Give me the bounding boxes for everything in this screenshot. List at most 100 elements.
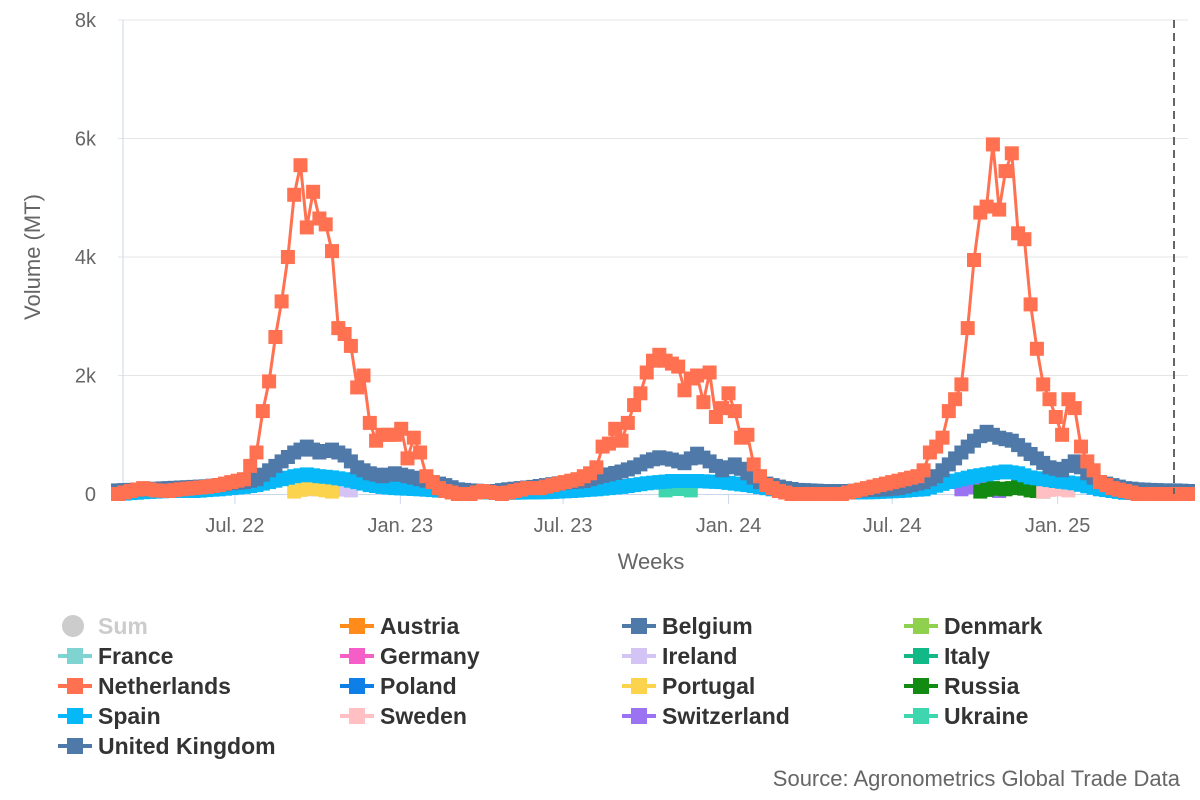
legend-item-ukraine[interactable]: Ukraine: [904, 701, 1028, 731]
data-point-netherlands: [948, 392, 963, 407]
data-point-netherlands: [1067, 401, 1082, 416]
legend-label: Poland: [380, 672, 457, 699]
legend-marker: [67, 678, 83, 694]
legend-item-switzerland[interactable]: Switzerland: [622, 701, 790, 731]
data-point-netherlands: [400, 451, 415, 466]
data-point-netherlands: [627, 398, 642, 413]
data-point-netherlands: [1017, 232, 1032, 247]
y-tick-label: 6k: [75, 129, 97, 151]
legend-marker: [62, 615, 84, 637]
data-point-netherlands: [1055, 427, 1070, 442]
legend-item-sum[interactable]: Sum: [58, 611, 148, 641]
legend-symbol-ukraine: [904, 702, 938, 730]
legend-symbol-portugal: [622, 672, 656, 700]
legend-symbol-denmark: [904, 612, 938, 640]
x-tick-label: Jan. 24: [696, 515, 762, 537]
data-point-netherlands: [1029, 341, 1044, 356]
legend-marker: [913, 708, 929, 724]
legend-marker: [67, 648, 83, 664]
data-point-netherlands: [287, 187, 302, 202]
x-tick-label: Jul. 23: [534, 515, 593, 537]
legend-symbol-belgium: [622, 612, 656, 640]
data-point-netherlands: [249, 445, 264, 460]
legend-item-belgium[interactable]: Belgium: [622, 611, 753, 641]
legend-label: Netherlands: [98, 672, 231, 699]
legend-item-spain[interactable]: Spain: [58, 701, 161, 731]
source-note: Source: Agronometrics Global Trade Data: [772, 766, 1180, 791]
plot-area: [111, 137, 1195, 501]
legend-item-russia[interactable]: Russia: [904, 671, 1019, 701]
data-point-netherlands: [413, 445, 428, 460]
legend-label: Ukraine: [944, 702, 1029, 729]
data-point-netherlands: [935, 430, 950, 445]
legend-marker: [631, 618, 647, 634]
data-point-netherlands: [941, 404, 956, 419]
data-point-netherlands: [1048, 410, 1063, 424]
legend-symbol-russia: [904, 672, 938, 700]
legend-label: Russia: [944, 672, 1020, 699]
legend-item-netherlands[interactable]: Netherlands: [58, 671, 231, 701]
data-point-netherlands: [1181, 487, 1195, 501]
legend-label: Ireland: [662, 642, 738, 669]
x-tick-label: Jul. 24: [863, 515, 922, 537]
data-point-netherlands: [740, 427, 755, 442]
legend-marker: [913, 678, 929, 694]
x-axis-title: Weeks: [618, 549, 685, 574]
data-point-netherlands: [589, 460, 604, 475]
legend-symbol-sweden: [340, 702, 374, 730]
legend-marker: [631, 708, 647, 724]
legend-item-united-kingdom[interactable]: United Kingdom: [58, 731, 276, 761]
data-point-netherlands: [306, 184, 321, 199]
legend-item-poland[interactable]: Poland: [340, 671, 457, 701]
legend-symbol-sum: [58, 612, 92, 640]
legend-marker: [349, 708, 365, 724]
data-point-netherlands: [394, 421, 409, 436]
legend-item-denmark[interactable]: Denmark: [904, 611, 1042, 641]
legend-label: France: [98, 642, 174, 669]
data-point-netherlands: [343, 338, 358, 353]
legend-symbol-austria: [340, 612, 374, 640]
legend-marker: [349, 648, 365, 664]
legend-label: Sum: [98, 612, 148, 639]
data-point-netherlands: [992, 202, 1007, 217]
data-point-netherlands: [960, 321, 975, 336]
data-point-netherlands: [601, 436, 616, 451]
data-point-netherlands: [1042, 392, 1057, 407]
data-point-netherlands: [236, 472, 251, 487]
legend-label: Denmark: [944, 612, 1043, 639]
y-tick-label: 2k: [75, 366, 97, 388]
data-point-netherlands: [985, 137, 1000, 152]
legend-marker: [349, 618, 365, 634]
legend-symbol-poland: [340, 672, 374, 700]
data-point-netherlands: [1036, 377, 1051, 392]
legend-label: Italy: [944, 642, 991, 669]
data-point-netherlands: [280, 250, 295, 264]
data-point-netherlands: [299, 220, 314, 235]
legend-item-portugal[interactable]: Portugal: [622, 671, 755, 701]
data-point-netherlands: [1086, 463, 1101, 478]
legend-label: Switzerland: [662, 702, 790, 729]
data-point-portugal: [325, 484, 339, 499]
y-tick-label: 4k: [75, 247, 97, 269]
legend-marker: [67, 708, 83, 724]
legend-marker: [67, 738, 83, 754]
data-point-netherlands: [350, 380, 365, 395]
legend-marker: [913, 618, 929, 634]
legend-item-ireland[interactable]: Ireland: [622, 641, 737, 671]
legend-item-italy[interactable]: Italy: [904, 641, 990, 671]
data-point-netherlands: [608, 421, 623, 436]
data-point-netherlands: [690, 368, 705, 383]
x-tick-label: Jan. 23: [368, 515, 434, 537]
data-point-netherlands: [721, 386, 736, 401]
legend-item-germany[interactable]: Germany: [340, 641, 480, 671]
legend-item-sweden[interactable]: Sweden: [340, 701, 467, 731]
legend-marker: [631, 648, 647, 664]
chart: Volume (MT) Weeks Jul. 22 Jan. 23 Jul. 23 J…: [20, 10, 1195, 574]
y-axis-title: Volume (MT): [20, 194, 45, 320]
data-point-netherlands: [916, 463, 931, 478]
legend-item-france[interactable]: France: [58, 641, 173, 671]
legend-symbol-italy: [904, 642, 938, 670]
legend-symbol-france: [58, 642, 92, 670]
data-point-netherlands: [727, 404, 742, 419]
legend-item-austria[interactable]: Austria: [340, 611, 459, 641]
